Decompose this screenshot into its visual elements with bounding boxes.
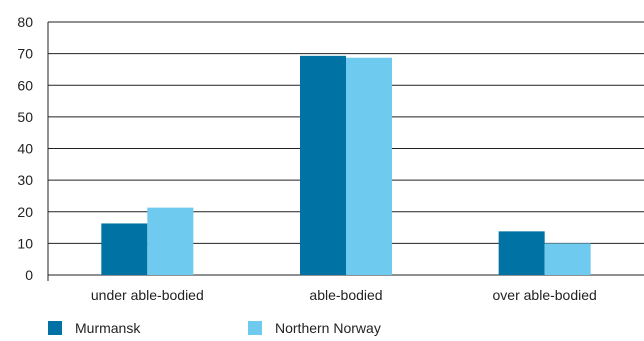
legend-label-northern-norway: Northern Norway [275, 320, 381, 336]
bar-northern-norway-2 [544, 243, 591, 275]
bar-northern-norway-0 [147, 207, 194, 275]
y-tick-label: 70 [17, 46, 33, 62]
y-tick-label: 60 [17, 77, 33, 93]
bar-murmansk-2 [498, 231, 545, 275]
category-label: over able-bodied [493, 287, 597, 303]
bar-murmansk-1 [300, 55, 346, 276]
y-tick-label: 10 [17, 235, 33, 251]
legend: Murmansk Northern Norway [48, 320, 381, 336]
category-label: under able-bodied [91, 287, 204, 303]
y-tick-label: 40 [17, 141, 33, 157]
bars [101, 55, 591, 276]
bar-murmansk-0 [101, 223, 148, 275]
y-tick-label: 30 [17, 172, 33, 188]
category-label: able-bodied [309, 287, 382, 303]
legend-swatch-murmansk [48, 321, 62, 335]
category-labels: under able-bodied able-bodied over able-bo… [91, 287, 597, 303]
y-tick-labels: 0 10 20 30 40 50 60 70 80 [17, 14, 33, 283]
y-tick-label: 50 [17, 109, 33, 125]
y-tick-label: 0 [25, 267, 33, 283]
bar-northern-norway-1 [346, 57, 392, 275]
y-tick-label: 80 [17, 14, 33, 30]
legend-label-murmansk: Murmansk [75, 320, 141, 336]
legend-swatch-northern-norway [248, 321, 262, 335]
y-tick-label: 20 [17, 204, 33, 220]
